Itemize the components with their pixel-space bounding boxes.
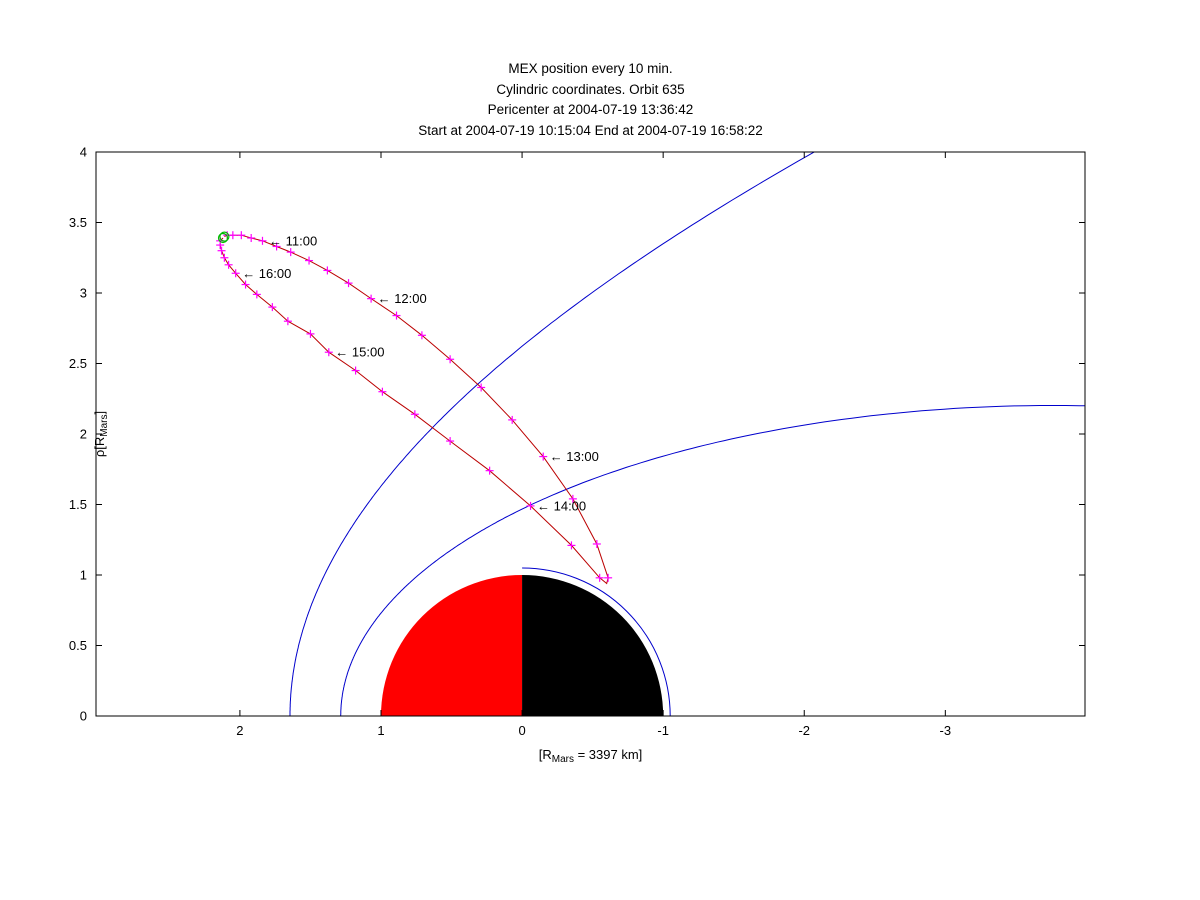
y-tick-label: 3	[80, 286, 87, 301]
orbit-markers	[216, 231, 613, 582]
y-tick-label: 3.5	[69, 215, 87, 230]
time-annotation-1400: ← 14:00	[537, 498, 586, 513]
nightside-arc-curve	[522, 567, 671, 716]
planet-dayside	[380, 575, 523, 716]
orbit-end-marker	[217, 232, 229, 244]
time-annotation-1200: ← 12:00	[378, 291, 427, 306]
x-tick-label: -2	[798, 723, 810, 738]
planet-nightside	[522, 575, 664, 716]
y-tick-label: 0.5	[69, 638, 87, 653]
x-tick-label: 2	[236, 723, 243, 738]
figure-title: MEX position every 10 min. Cylindric coo…	[96, 59, 1085, 141]
figure-title-line-3: Pericenter at 2004-07-19 13:36:42	[487, 102, 694, 117]
magnetic-pileup-boundary-curve	[340, 405, 1085, 716]
y-tick-label: 1.5	[69, 497, 87, 512]
plot-area	[219, 152, 1085, 716]
time-annotation-1300: ← 13:00	[550, 449, 599, 464]
orbit-start-marker	[219, 231, 230, 242]
y-axis-label: ρ[RMars]	[92, 411, 110, 457]
x-tick-label: 0	[518, 723, 525, 738]
axis-ticks	[96, 151, 1085, 717]
x-tick-label: 1	[377, 723, 384, 738]
y-tick-label: 2.5	[69, 356, 87, 371]
y-tick-label: 4	[80, 145, 87, 160]
y-tick-label: 1	[80, 568, 87, 583]
bow-shock-curve	[289, 152, 816, 716]
time-annotation-1100: ← 11:00	[269, 233, 317, 248]
figure-title-line-2: Cylindric coordinates. Orbit 635	[496, 81, 685, 97]
figure-title-line-1: MEX position every 10 min.	[508, 61, 673, 76]
x-tick-label: -3	[940, 723, 952, 738]
x-tick-label: -1	[657, 723, 669, 738]
y-tick-label: 0	[80, 709, 87, 724]
time-annotation-1500: ← 15:00	[335, 345, 384, 360]
time-annotation-1600: ← 16:00	[242, 266, 291, 281]
orbit-path	[219, 234, 609, 585]
x-axis-label: [RMars = 3397 km]	[539, 747, 643, 765]
figure-title-line-4: Start at 2004-07-19 10:15:04 End at 2004…	[418, 122, 763, 138]
y-tick-label: 2	[80, 427, 87, 442]
